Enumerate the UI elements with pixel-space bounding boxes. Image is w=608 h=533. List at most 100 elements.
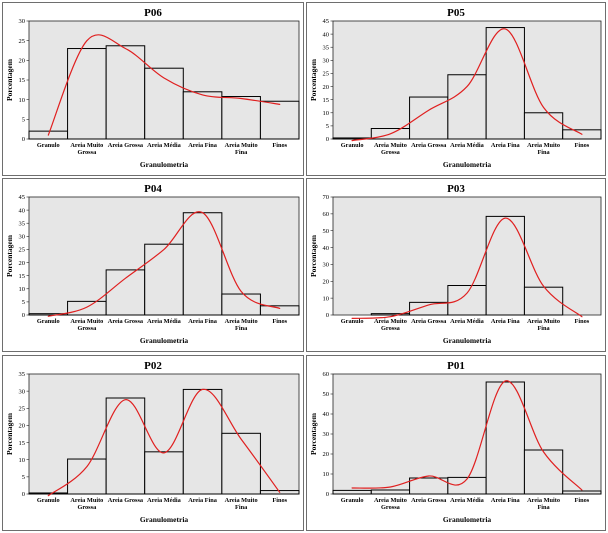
bar-4	[447, 74, 487, 140]
x-tick-label: Areia Muito Fina	[527, 142, 560, 156]
x-tick-label: Areia Muito Grossa	[70, 142, 103, 156]
y-tick-label: 40	[323, 245, 330, 252]
bar-6	[523, 449, 564, 495]
x-tick-label: Areia Muito Grossa	[374, 142, 407, 156]
bar-3	[409, 301, 449, 316]
y-tick-label: 15	[19, 440, 26, 447]
y-tick-label: 40	[323, 411, 330, 418]
x-tick-label: Granulo	[37, 497, 60, 504]
x-tick-label: Finos	[575, 318, 590, 325]
bar-6	[523, 112, 564, 140]
x-tick-label: Areia Média	[147, 142, 181, 149]
x-tick-label: Areia Média	[450, 142, 484, 149]
chart-svg: P06 0 5 10 15 20 25 30 Granulo Areia Muito Grossa A…	[5, 7, 300, 169]
chart-title: P02	[144, 360, 162, 372]
y-tick-label: 0	[22, 312, 25, 319]
bar-4	[144, 67, 184, 140]
chart-svg: P03 0 10 20 30 40 50 60 70 Granulo Areia Muito Gros…	[309, 183, 602, 345]
y-tick-label: 20	[323, 451, 330, 458]
y-tick-label: 0	[326, 136, 329, 143]
x-tick-label: Finos	[272, 318, 287, 325]
x-tick-label: Areia Média	[147, 497, 181, 504]
x-tick-label: Granulo	[341, 497, 364, 504]
bar-7	[562, 490, 602, 495]
x-tick-label: Areia Muito Grossa	[70, 497, 103, 511]
x-tick-label: Granulo	[341, 142, 364, 149]
bar-2	[67, 48, 107, 140]
y-tick-label: 60	[323, 371, 330, 378]
y-tick-label: 35	[19, 220, 26, 227]
chart-svg: P04 0 5 10 15 20 25 30 35 40 45 Granulo Areia Muito G…	[5, 183, 300, 345]
bar-6	[221, 432, 261, 495]
y-axis-label: Porcentagem	[309, 234, 318, 277]
y-tick-label: 5	[22, 474, 25, 481]
trend-curve	[47, 388, 281, 497]
bar-3	[105, 397, 146, 495]
y-tick-label: 50	[323, 228, 330, 235]
chart-panel-p01: P01 0 10 20 30 40 50 60 Granulo Areia Muito Grossa…	[306, 355, 606, 531]
y-tick-label: 0	[22, 136, 25, 143]
chart-title: P03	[447, 183, 465, 195]
y-tick-label: 15	[323, 97, 330, 104]
x-tick-label: Areia Muito Grossa	[70, 318, 103, 332]
y-tick-label: 20	[19, 58, 26, 65]
bar-2	[67, 458, 107, 495]
y-tick-label: 30	[19, 234, 26, 241]
chart-svg: P02 0 5 10 15 20 25 30 35 Granulo Areia Muito Gross…	[5, 360, 300, 524]
y-tick-label: 5	[326, 123, 329, 130]
y-tick-label: 35	[19, 371, 26, 378]
y-tick-label: 0	[326, 312, 329, 319]
chart-title: P04	[144, 183, 162, 195]
x-tick-label: Areia Grossa	[411, 497, 447, 504]
x-tick-label: Areia Fina	[188, 318, 218, 325]
chart-panel-p02: P02 0 5 10 15 20 25 30 35 Granulo Areia Muito Gross…	[2, 355, 304, 531]
x-tick-label: Areia Fina	[491, 497, 521, 504]
x-tick-label: Areia Média	[450, 497, 484, 504]
bar-4	[447, 285, 487, 316]
chart-title: P06	[144, 7, 162, 19]
y-tick-label: 10	[323, 110, 330, 117]
x-tick-label: Areia Grossa	[108, 497, 144, 504]
chart-svg: P01 0 10 20 30 40 50 60 Granulo Areia Muito Grossa…	[309, 360, 602, 524]
bar-6	[523, 286, 564, 316]
x-axis-label: Granulometria	[443, 160, 492, 169]
y-axis-label: Porcentagem	[5, 412, 14, 455]
bar-2	[370, 313, 411, 316]
bar-6	[221, 293, 261, 316]
y-axis-label: Porcentagem	[5, 58, 14, 101]
y-tick-label: 5	[22, 299, 25, 306]
x-tick-label: Granulo	[341, 318, 364, 325]
y-axis-label: Porcentagem	[309, 412, 318, 455]
chart-svg: P05 0 5 10 15 20 25 30 35 40 45 Granulo Areia Muito G…	[309, 7, 602, 169]
y-tick-label: 60	[323, 211, 330, 218]
x-tick-label: Granulo	[37, 142, 60, 149]
y-tick-label: 30	[19, 388, 26, 395]
x-tick-label: Areia Grossa	[108, 142, 144, 149]
bar-5	[485, 215, 525, 316]
bar-3	[105, 45, 146, 140]
y-tick-label: 10	[19, 457, 26, 464]
y-tick-label: 25	[19, 247, 26, 254]
chart-title: P01	[447, 360, 465, 372]
y-tick-label: 70	[323, 194, 330, 201]
chart-panel-p05: P05 0 5 10 15 20 25 30 35 40 45 Granulo Areia Muito G…	[306, 2, 606, 176]
trend-curve	[47, 34, 281, 136]
y-axis-label: Porcentagem	[309, 58, 318, 101]
y-tick-label: 0	[326, 491, 329, 498]
y-tick-label: 20	[19, 423, 26, 430]
x-axis-label: Granulometria	[140, 336, 189, 345]
bar-4	[144, 451, 184, 495]
y-tick-label: 15	[19, 77, 26, 84]
y-tick-label: 0	[22, 491, 25, 498]
x-tick-label: Finos	[272, 142, 287, 149]
y-tick-label: 10	[19, 286, 26, 293]
y-tick-label: 30	[19, 18, 26, 25]
x-tick-label: Areia Grossa	[411, 318, 447, 325]
y-tick-label: 20	[19, 260, 26, 267]
bar-4	[144, 243, 184, 316]
y-tick-label: 25	[19, 405, 26, 412]
x-tick-label: Areia Fina	[188, 497, 218, 504]
x-tick-label: Areia Muito Fina	[225, 318, 258, 332]
bar-5	[485, 27, 525, 140]
